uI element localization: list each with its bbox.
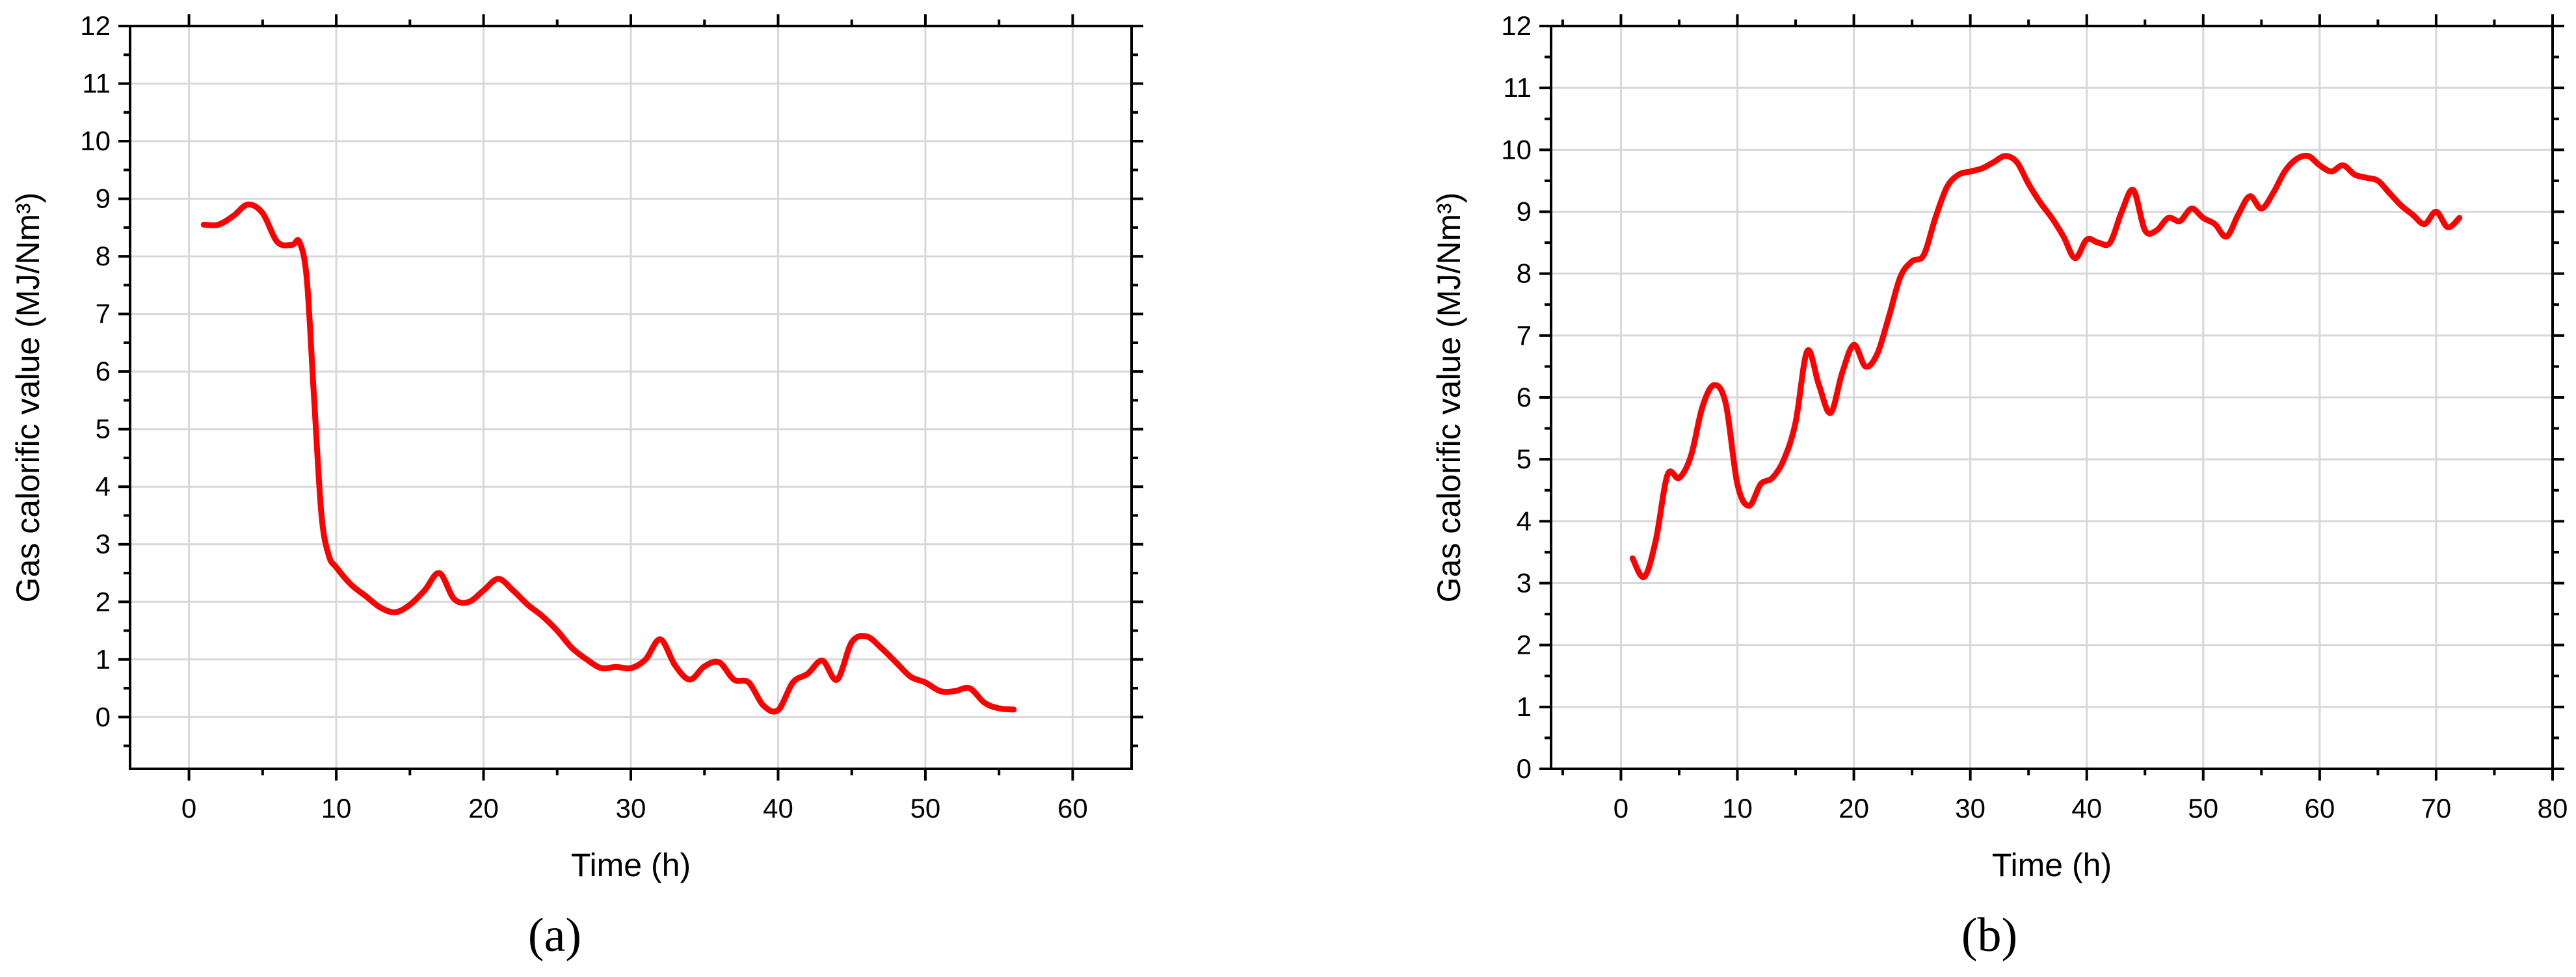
y-tick-label: 2 xyxy=(96,586,111,617)
y-tick-label: 12 xyxy=(1501,10,1532,41)
x-tick-label: 50 xyxy=(910,793,941,823)
series-line xyxy=(1629,152,2463,580)
y-tick-label: 2 xyxy=(1517,630,1532,660)
y-axis-label: Gas calorific value (MJ/Nm³) xyxy=(1431,193,1467,603)
y-tick-label: 5 xyxy=(96,414,111,444)
series-line xyxy=(200,201,1017,715)
x-tick-label: 50 xyxy=(2188,793,2218,823)
x-tick-label: 60 xyxy=(1057,793,1088,823)
x-tick-label: 0 xyxy=(1613,793,1628,823)
y-tick-label: 8 xyxy=(1517,258,1532,289)
y-tick-label: 9 xyxy=(1517,196,1532,227)
y-tick-label: 6 xyxy=(96,356,111,386)
y-tick-label: 9 xyxy=(96,183,111,214)
y-tick-label: 0 xyxy=(1517,753,1532,784)
x-tick-label: 10 xyxy=(1722,793,1753,823)
y-tick-label: 10 xyxy=(1501,134,1532,165)
y-tick-label: 7 xyxy=(1517,320,1532,351)
x-tick-label: 40 xyxy=(2071,793,2102,823)
x-axis-label: Time (h) xyxy=(571,847,691,883)
y-tick-label: 6 xyxy=(1517,382,1532,412)
y-axis-label: Gas calorific value (MJ/Nm³) xyxy=(10,193,46,603)
y-tick-label: 5 xyxy=(1517,444,1532,474)
x-tick-label: 20 xyxy=(1839,793,1869,823)
x-axis-label: Time (h) xyxy=(1992,847,2112,883)
y-tick-label: 4 xyxy=(96,471,111,502)
x-tick-label: 0 xyxy=(181,793,196,823)
x-tick-label: 80 xyxy=(2538,793,2568,823)
y-tick-label: 1 xyxy=(96,644,111,675)
x-tick-label: 60 xyxy=(2305,793,2335,823)
x-tick-label: 40 xyxy=(763,793,793,823)
x-tick-label: 70 xyxy=(2421,793,2452,823)
y-tick-label: 11 xyxy=(82,68,111,99)
y-tick-label: 1 xyxy=(1517,691,1532,722)
panel-label-a: (a) xyxy=(528,909,581,962)
y-tick-label: 12 xyxy=(80,10,111,41)
y-tick-label: 3 xyxy=(96,529,111,559)
x-tick-label: 20 xyxy=(468,793,499,823)
y-tick-label: 11 xyxy=(1503,72,1532,103)
x-tick-label: 30 xyxy=(1955,793,1985,823)
y-tick-label: 8 xyxy=(96,241,111,271)
x-tick-label: 30 xyxy=(616,793,646,823)
x-tick-label: 10 xyxy=(321,793,352,823)
y-tick-label: 4 xyxy=(1517,505,1532,536)
y-tick-label: 10 xyxy=(80,126,111,156)
panel-label-b: (b) xyxy=(1961,909,2017,962)
y-tick-label: 7 xyxy=(96,299,111,329)
y-tick-label: 3 xyxy=(1517,568,1532,598)
y-tick-label: 0 xyxy=(96,701,111,732)
